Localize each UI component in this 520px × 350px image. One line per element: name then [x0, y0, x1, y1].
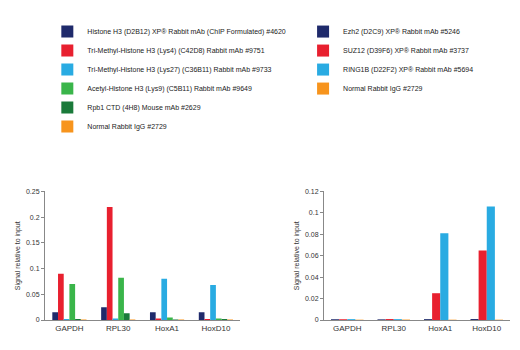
svg-text:Ezh2 (D2C9) XP® Rabbit mAb #52: Ezh2 (D2C9) XP® Rabbit mAb #5246 — [343, 28, 460, 36]
svg-text:Tri-Methyl-Histone H3 (Lys27): Tri-Methyl-Histone H3 (Lys27) (C36B11) R… — [87, 66, 271, 74]
svg-text:SUZ12 (D39F6) XP® Rabbit mAb #: SUZ12 (D39F6) XP® Rabbit mAb #3737 — [343, 47, 469, 55]
svg-text:0.1: 0.1 — [30, 265, 40, 272]
svg-text:Normal Rabbit IgG #2729: Normal Rabbit IgG #2729 — [87, 123, 166, 131]
svg-text:HoxA1: HoxA1 — [428, 324, 453, 333]
svg-text:0: 0 — [36, 316, 40, 323]
svg-text:0.05: 0.05 — [26, 291, 40, 298]
svg-text:0.12: 0.12 — [305, 188, 319, 195]
svg-text:HoxD10: HoxD10 — [201, 324, 230, 333]
svg-text:HoxD10: HoxD10 — [472, 324, 501, 333]
svg-text:GAPDH: GAPDH — [333, 324, 362, 333]
svg-text:0.25: 0.25 — [26, 188, 40, 195]
svg-text:0: 0 — [315, 316, 319, 323]
svg-text:0.15: 0.15 — [26, 239, 40, 246]
svg-text:RING1B (D22F2) XP® Rabbit mAb: RING1B (D22F2) XP® Rabbit mAb #5694 — [343, 66, 473, 74]
svg-text:Signal relative to input: Signal relative to input — [14, 221, 22, 290]
svg-text:GAPDH: GAPDH — [55, 324, 84, 333]
svg-text:Tri-Methyl-Histone H3 (Lys4) (: Tri-Methyl-Histone H3 (Lys4) (C42D8) Rab… — [87, 47, 264, 55]
svg-text:0.02: 0.02 — [305, 295, 319, 302]
svg-text:0.04: 0.04 — [305, 274, 319, 281]
svg-text:0.2: 0.2 — [30, 214, 40, 221]
svg-text:0.1: 0.1 — [309, 209, 319, 216]
svg-text:RPL30: RPL30 — [382, 324, 407, 333]
svg-text:Signal relative to input: Signal relative to input — [293, 221, 301, 290]
svg-text:Rpb1 CTD (4H8) Mouse mAb #2629: Rpb1 CTD (4H8) Mouse mAb #2629 — [87, 104, 200, 112]
svg-text:Histone H3 (D2B12) XP® Rabbit: Histone H3 (D2B12) XP® Rabbit mAb (ChIP … — [87, 28, 286, 36]
svg-text:0.08: 0.08 — [305, 231, 319, 238]
svg-text:0.06: 0.06 — [305, 252, 319, 259]
svg-text:HoxA1: HoxA1 — [155, 324, 180, 333]
svg-text:Acetyl-Histone H3 (Lys9) (C5B1: Acetyl-Histone H3 (Lys9) (C5B11) Rabbit … — [87, 85, 252, 93]
svg-text:RPL30: RPL30 — [106, 324, 131, 333]
svg-text:Normal Rabbit IgG #2729: Normal Rabbit IgG #2729 — [343, 85, 422, 93]
